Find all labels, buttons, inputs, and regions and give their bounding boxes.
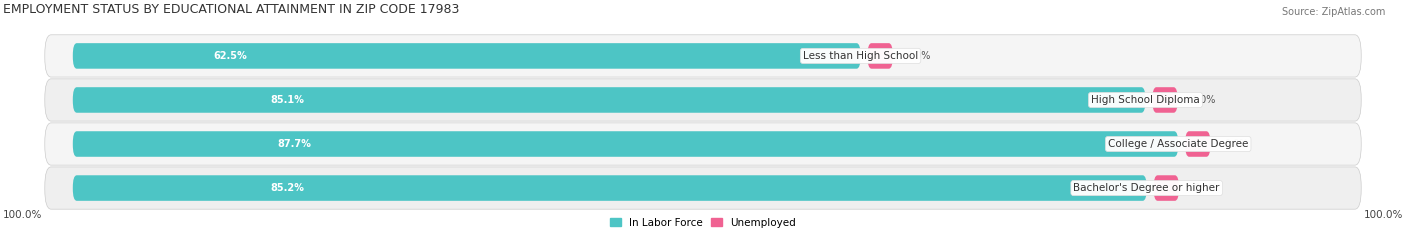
Text: High School Diploma: High School Diploma [1091, 95, 1199, 105]
FancyBboxPatch shape [1185, 131, 1211, 157]
Text: 0.0%: 0.0% [907, 51, 931, 61]
Text: 0.0%: 0.0% [1225, 139, 1249, 149]
Text: College / Associate Degree: College / Associate Degree [1108, 139, 1249, 149]
Legend: In Labor Force, Unemployed: In Labor Force, Unemployed [606, 213, 800, 232]
FancyBboxPatch shape [45, 35, 1361, 77]
FancyBboxPatch shape [45, 123, 1361, 165]
Text: Source: ZipAtlas.com: Source: ZipAtlas.com [1281, 7, 1385, 17]
FancyBboxPatch shape [868, 43, 893, 69]
Text: 85.1%: 85.1% [270, 95, 304, 105]
Text: 100.0%: 100.0% [3, 210, 42, 220]
FancyBboxPatch shape [73, 175, 1147, 201]
Text: 100.0%: 100.0% [1364, 210, 1403, 220]
Text: 0.0%: 0.0% [1192, 183, 1218, 193]
FancyBboxPatch shape [45, 79, 1361, 121]
Text: Less than High School: Less than High School [803, 51, 918, 61]
FancyBboxPatch shape [73, 87, 1146, 113]
FancyBboxPatch shape [45, 167, 1361, 209]
FancyBboxPatch shape [1154, 175, 1178, 201]
Text: Bachelor's Degree or higher: Bachelor's Degree or higher [1073, 183, 1220, 193]
Text: 62.5%: 62.5% [214, 51, 247, 61]
Text: 85.2%: 85.2% [270, 183, 305, 193]
FancyBboxPatch shape [1153, 87, 1178, 113]
Text: 87.7%: 87.7% [277, 139, 311, 149]
FancyBboxPatch shape [73, 131, 1178, 157]
FancyBboxPatch shape [73, 43, 860, 69]
Text: EMPLOYMENT STATUS BY EDUCATIONAL ATTAINMENT IN ZIP CODE 17983: EMPLOYMENT STATUS BY EDUCATIONAL ATTAINM… [3, 3, 460, 16]
Text: 1.0%: 1.0% [1192, 95, 1216, 105]
